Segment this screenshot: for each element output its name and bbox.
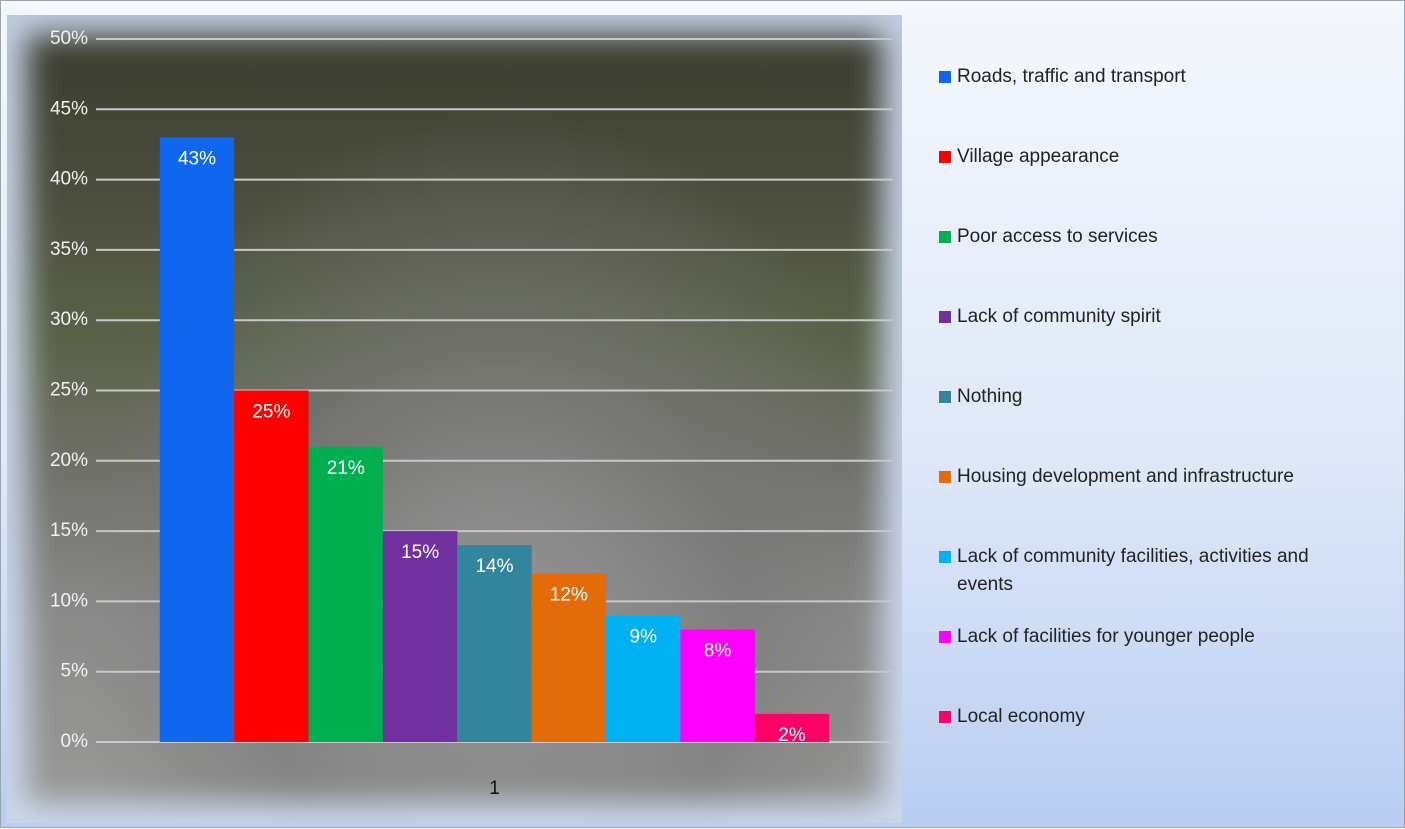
y-tick-label: 5%	[61, 661, 89, 682]
y-tick-label: 40%	[50, 169, 88, 190]
legend-entry: Nothing	[939, 383, 1369, 411]
data-label: 9%	[630, 626, 658, 647]
data-label: 43%	[178, 148, 216, 169]
legend-label: Roads, traffic and transport	[957, 66, 1186, 87]
legend-label: Local economy	[957, 706, 1085, 727]
legend-swatch	[939, 71, 951, 83]
y-tick-label: 45%	[50, 98, 88, 119]
legend-swatch	[939, 391, 951, 403]
legend-entry: Poor access to services	[939, 223, 1369, 251]
legend-entry: Local economy	[939, 703, 1369, 731]
y-tick-label: 30%	[50, 309, 88, 330]
data-label: 25%	[252, 402, 290, 423]
data-label: 8%	[704, 641, 732, 662]
data-label: 14%	[475, 556, 513, 577]
data-label: 2%	[778, 725, 806, 746]
legend-entry: Lack of community spirit	[939, 303, 1369, 331]
y-tick-label: 20%	[50, 450, 88, 471]
legend-label: Village appearance	[957, 146, 1119, 167]
data-label: 21%	[327, 458, 365, 479]
bar	[234, 391, 308, 743]
legend-swatch	[939, 311, 951, 323]
legend-label: Lack of facilities for younger people	[957, 626, 1255, 647]
legend-swatch	[939, 551, 951, 563]
legend-label: Nothing	[957, 386, 1023, 407]
y-tick-label: 10%	[50, 590, 88, 611]
legend-label: Lack of community facilities, activities…	[957, 546, 1309, 595]
data-label: 12%	[550, 584, 588, 605]
y-tick-label: 25%	[50, 380, 88, 401]
y-tick-label: 35%	[50, 239, 88, 260]
legend-label: Lack of community spirit	[957, 306, 1161, 327]
legend-swatch	[939, 631, 951, 643]
y-tick-label: 15%	[50, 520, 88, 541]
legend-entry: Housing development and infrastructure	[939, 463, 1369, 491]
legend-swatch	[939, 711, 951, 723]
legend-entry: Village appearance	[939, 143, 1369, 171]
y-tick-label: 0%	[61, 731, 89, 752]
legend-swatch	[939, 231, 951, 243]
legend-entry: Lack of community facilities, activities…	[939, 543, 1369, 599]
legend-swatch	[939, 151, 951, 163]
bar	[160, 137, 234, 742]
legend-entry: Roads, traffic and transport	[939, 63, 1369, 91]
legend-label: Housing development and infrastructure	[957, 466, 1294, 487]
chart-frame: 0% 5% 10% 15% 20% 25% 30% 35% 40% 45% 50% 1 43% 25% 21…	[0, 0, 1405, 828]
legend-label: Poor access to services	[957, 226, 1158, 247]
x-tick-label: 1	[489, 778, 500, 799]
data-label: 15%	[401, 542, 439, 563]
legend-entry: Lack of facilities for younger people	[939, 623, 1369, 651]
y-tick-label: 50%	[50, 28, 88, 49]
bar	[309, 447, 383, 742]
legend-swatch	[939, 471, 951, 483]
